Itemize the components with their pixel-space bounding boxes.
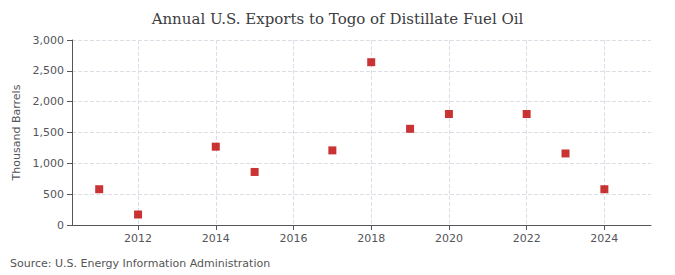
svg-text:1,500: 1,500 [33,126,65,139]
svg-text:Source: U.S. Energy Informatio: Source: U.S. Energy Information Administ… [10,257,270,270]
svg-text:2016: 2016 [279,232,307,245]
svg-text:3,000: 3,000 [33,34,65,47]
svg-text:2012: 2012 [124,232,152,245]
svg-text:2020: 2020 [435,232,463,245]
svg-text:2024: 2024 [590,232,618,245]
svg-text:2,000: 2,000 [33,95,65,108]
svg-text:2014: 2014 [202,232,230,245]
svg-text:Thousand Barrels: Thousand Barrels [10,84,23,181]
svg-text:Annual U.S. Exports to Togo of: Annual U.S. Exports to Togo of Distillat… [151,10,524,28]
svg-text:2,500: 2,500 [33,64,65,77]
svg-text:2018: 2018 [357,232,385,245]
svg-text:0: 0 [57,219,64,232]
svg-text:2022: 2022 [513,232,541,245]
svg-text:500: 500 [43,188,64,201]
svg-text:1,000: 1,000 [33,157,65,170]
